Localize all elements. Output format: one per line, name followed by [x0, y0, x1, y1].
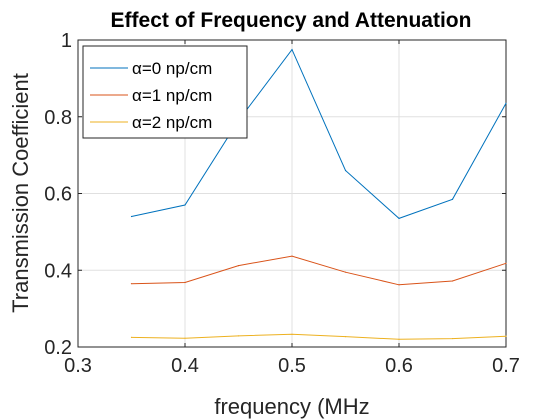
y-tick-label: 0.6: [44, 184, 72, 206]
data-point: [130, 283, 133, 285]
data-point: [451, 337, 454, 340]
data-point: [398, 338, 400, 340]
legend-label: α=1 np/cm: [132, 86, 212, 105]
x-tick-label: 0.5: [278, 355, 306, 377]
data-point: [505, 102, 507, 104]
data-point: [237, 335, 240, 337]
data-point: [398, 217, 400, 220]
y-tick-label: 0.8: [44, 107, 72, 129]
x-axis-label: frequency (MHz: [214, 394, 369, 419]
legend-label: α=0 np/cm: [132, 59, 212, 78]
x-tick-label: 0.6: [385, 355, 413, 377]
data-point: [184, 281, 186, 284]
y-axis-label: Transmission Coefficient: [8, 73, 33, 313]
data-point: [451, 280, 454, 282]
data-point: [398, 284, 400, 286]
data-point: [505, 335, 507, 337]
legend: α=0 np/cm α=1 np/cm α=2 np/cm: [82, 45, 248, 139]
data-point: [291, 48, 293, 51]
series-lines: [130, 48, 507, 340]
x-tick-label: 0.7: [492, 355, 520, 377]
data-point: [344, 271, 347, 273]
legend-label: α=2 np/cm: [132, 113, 212, 132]
data-point: [344, 169, 347, 172]
x-tick-label: 0.4: [171, 355, 199, 377]
x-tick-label: 0.3: [64, 355, 92, 377]
y-tick-label: 0.2: [44, 337, 72, 359]
data-point: [184, 204, 186, 206]
data-point: [344, 336, 347, 338]
data-point: [505, 262, 507, 264]
series-line-0: [131, 48, 507, 219]
data-point: [291, 255, 293, 257]
data-point: [184, 337, 186, 339]
data-point: [237, 265, 240, 267]
legend-box: [82, 45, 248, 139]
chart-title: Effect of Frequency and Attenuation: [111, 9, 472, 32]
y-tick-label: 0.4: [44, 260, 72, 282]
data-point: [130, 336, 133, 339]
data-point: [291, 333, 293, 335]
series-line-1: [131, 255, 507, 286]
data-point: [130, 215, 133, 218]
data-point: [451, 198, 454, 200]
y-tick-label: 1: [61, 30, 72, 52]
x-ticks: 0.3 0.4 0.5 0.6 0.7: [64, 40, 520, 377]
y-ticks: 0.2 0.4 0.6 0.8 1: [44, 30, 506, 359]
series-line-2: [131, 333, 507, 340]
